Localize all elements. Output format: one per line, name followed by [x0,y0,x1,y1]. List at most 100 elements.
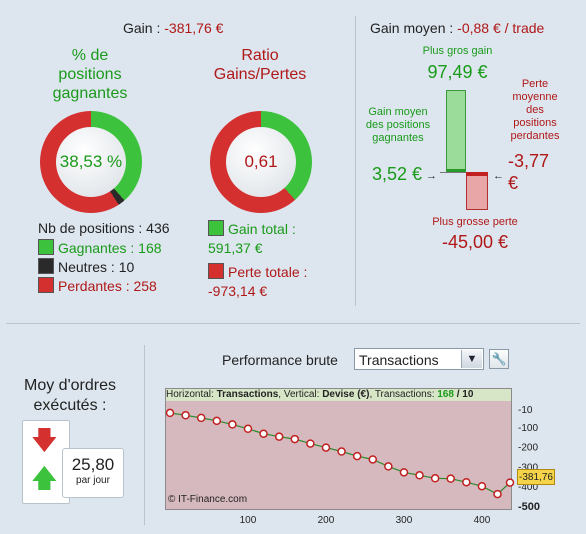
data-point [259,429,268,438]
nb-positions: Nb de positions : 436 [38,220,170,236]
avg-gain-label: Gain moyen : [370,20,458,36]
chart-header-tail: / 10 [453,389,474,400]
gain-total-value: 591,37 € [208,240,263,256]
vertical-divider [355,16,356,306]
data-point [165,408,175,418]
arrow-left-icon: ← [493,170,504,182]
avg-losing-label: Perte moyenne des positions perdantes [510,78,560,142]
y-tick-label: -400 [518,482,538,493]
y-tick-label: -10 [518,405,533,416]
pct-winning-donut: 38,53 % [40,111,142,213]
arrow-right-icon: → [426,170,437,182]
avg-gain-value: -0,88 € / trade [457,20,545,36]
orders-label: Moy d'ordres exécutés : [24,377,116,414]
chevron-down-icon[interactable]: ▼ [461,350,482,368]
orders-value-box: 25,80 par jour [62,448,124,498]
biggest-loss-value: -45,00 € [441,232,509,252]
chart-header: Horizontal: Transactions, Vertical: Devi… [166,389,511,401]
data-point [243,424,253,434]
chart-header-vertical: Devise (€) [322,389,370,400]
x-tick-label: 400 [474,515,491,526]
winning-count: Gagnantes : 168 [38,239,162,256]
zero-line [440,172,488,173]
chart-watermark: © IT-Finance.com [168,494,248,505]
horizontal-divider [6,323,580,324]
losing-label: Perdantes : 258 [58,278,157,294]
data-point [306,439,315,448]
last-value-badge: -381,76 [517,469,555,485]
performance-select[interactable]: Transactions ▼ [354,348,484,370]
biggest-loss-label: Plus grosse perte [432,216,518,228]
neutral-label: Neutres : 10 [58,259,135,275]
data-point [477,481,487,491]
avg-winning-value: 3,52 € [372,164,423,184]
avg-gain-summary: Gain moyen : -0,88 € / trade [370,20,544,36]
pct-winning-title: % de positions gagnantes [52,47,128,102]
perte-totale-value: -973,14 € [208,283,268,299]
red-square-icon [38,277,54,293]
data-point [212,416,222,426]
data-point [415,471,424,480]
winning-label: Gagnantes : 168 [58,240,162,256]
data-point [181,411,190,420]
green-square-icon [208,220,224,236]
chart-header-mid: , Vertical: [278,389,323,400]
data-point [368,455,378,464]
x-tick-label: 300 [396,515,413,526]
ratio-donut: 0,61 [210,111,312,213]
data-point [384,462,393,471]
data-point [505,478,515,487]
arrow-up-icon: 🡅 [31,463,58,493]
data-point [462,477,471,487]
avg-losing-value: -3,77 € [508,151,550,193]
pct-winning-value: 38,53 % [59,152,123,171]
settings-wrench-button[interactable]: 🔧 [489,349,509,369]
y-tick-label: -200 [518,443,538,454]
data-point [228,420,237,429]
chart-header-prefix: Horizontal: [166,389,217,400]
data-point [337,447,346,456]
gain-label: Gain : [123,20,165,36]
x-tick-label: 100 [240,515,257,526]
losing-count: Perdantes : 258 [38,277,157,294]
black-square-icon [38,258,54,274]
data-point [274,432,284,441]
data-point [321,443,331,452]
gain-summary: Gain : -381,76 € [123,20,223,36]
orders-unit: par jour [76,475,110,486]
performance-select-value: Transactions [359,352,439,368]
orders-value: 25,80 [71,455,115,474]
gain-total: Gain total : 591,37 € [208,220,296,258]
y-tick-label: -500 [518,501,540,513]
data-point [352,451,362,461]
arrow-down-icon: 🡇 [31,425,58,455]
green-square-icon [38,239,54,255]
chart-header-tr: , Transactions: [369,389,438,400]
data-point [446,474,455,483]
gain-value: -381,76 € [164,20,224,36]
y-tick-label: -300 [518,462,538,473]
wrench-icon: 🔧 [491,352,507,366]
data-point [399,468,409,477]
chart-header-count: 168 [437,389,454,400]
performance-label: Performance brute [222,352,338,368]
perte-totale: Perte totale : -973,14 € [208,263,307,301]
neutral-count: Neutres : 10 [38,258,134,275]
y-tick-label: -100 [518,423,538,434]
data-point [493,489,502,499]
data-point [430,474,440,483]
x-tick-label: 200 [318,515,335,526]
data-point [196,413,206,423]
perte-totale-label: Perte totale : [228,264,308,280]
data-point [290,434,300,444]
biggest-gain-value: 97,49 € [427,62,488,82]
vertical-divider-bottom [144,345,145,525]
avg-winning-label: Gain moyen des positions gagnantes [365,106,431,144]
chart-header-horizontal: Transactions [216,389,279,400]
biggest-gain-label: Plus gros gain [422,45,493,57]
ratio-title: Ratio Gains/Pertes [213,47,307,83]
avg-loss-bar [466,172,488,176]
gain-total-label: Gain total : [228,221,296,237]
avg-gain-bar [446,169,466,172]
